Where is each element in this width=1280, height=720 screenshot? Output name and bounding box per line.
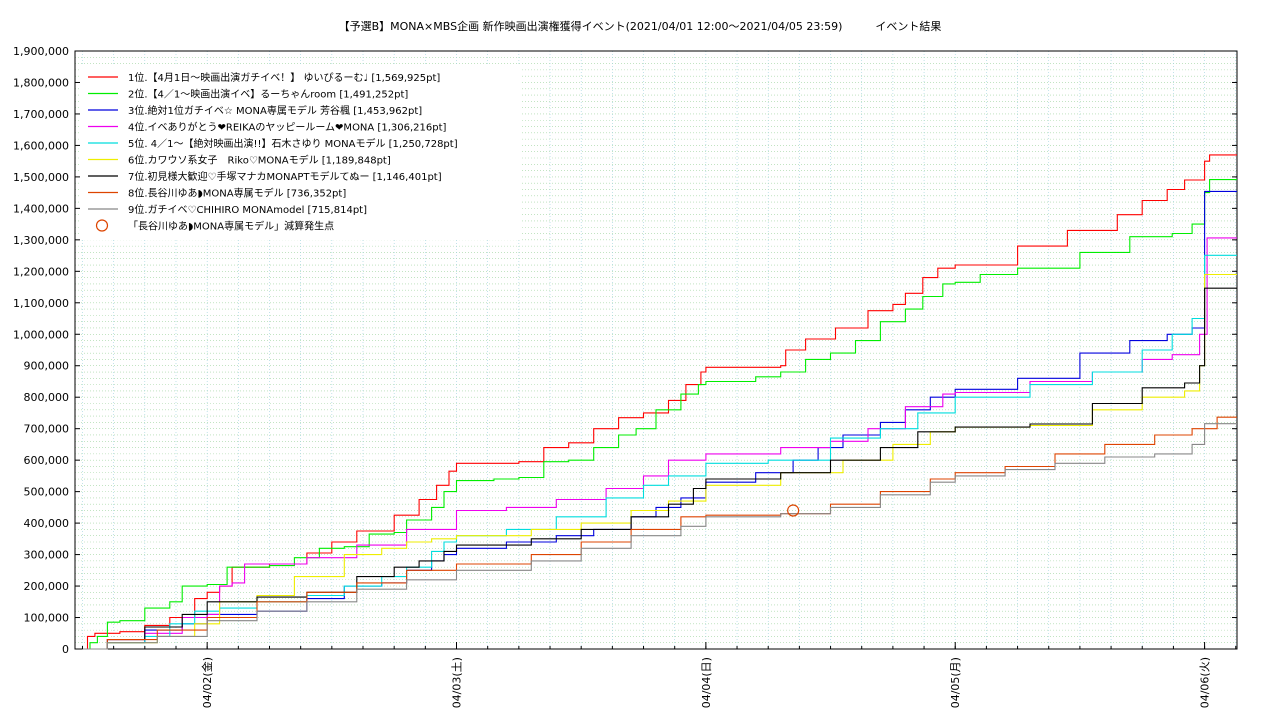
series-line — [82, 190, 1237, 650]
y-tick-label: 1,900,000 — [13, 45, 69, 58]
x-tick-label: 04/04(日) — [700, 657, 713, 708]
legend-entry: 3位.絶対1位ガチイベ☆ MONA専属モデル 芳谷楓 [1,453,962pt] — [128, 104, 422, 117]
y-tick-label: 900,000 — [24, 360, 70, 373]
y-tick-label: 1,400,000 — [13, 202, 69, 215]
x-tick-label: 04/03(土) — [451, 657, 464, 708]
y-axis: 0 100,000 200,000 300,000 400,000 500,000 600,… — [13, 45, 1237, 656]
series-layer — [82, 154, 1237, 650]
marker-layer — [787, 504, 800, 517]
y-tick-label: 500,000 — [24, 486, 70, 499]
x-tick-label: 04/05(月) — [949, 657, 962, 708]
y-tick-label: 700,000 — [24, 423, 70, 436]
legend-entry: 8位.長谷川ゆあ◗MONA専属モデル [736,352pt] — [128, 187, 346, 200]
x-axis: 04/02(金) 04/03(土) 04/04(日) 04/05(月) 04/06(火) — [81, 642, 1237, 708]
legend-entry: 6位.カワウソ系女子 Riko♡MONAモデル [1,189,848pt] — [128, 154, 391, 167]
y-tick-label: 300,000 — [24, 549, 70, 562]
y-tick-label: 800,000 — [24, 391, 70, 404]
y-tick-label: 600,000 — [24, 454, 70, 467]
legend-entry: 2位.【4／1〜映画出演イベ】るーちゃんroom [1,491,252pt] — [128, 88, 408, 101]
series-line — [82, 237, 1237, 650]
deduction-point-marker — [787, 504, 800, 517]
y-tick-label: 0 — [62, 643, 69, 656]
series-line — [82, 423, 1237, 650]
plot-frame — [74, 50, 1238, 650]
y-tick-label: 1,600,000 — [13, 139, 69, 152]
y-tick-label: 1,800,000 — [13, 76, 69, 89]
y-tick-label: 1,100,000 — [13, 297, 69, 310]
legend-entry: 「長谷川ゆあ◗MONA専属モデル」減算発生点 — [128, 220, 334, 233]
y-tick-label: 1,000,000 — [13, 328, 69, 341]
legend-marker — [95, 219, 109, 232]
y-tick-label: 100,000 — [24, 612, 70, 625]
y-tick-label: 1,200,000 — [13, 265, 69, 278]
legend: 1位.【4月1日〜映画出演ガチイベ！】 ゆいぴるーむ♩ [1,569,925pt… — [80, 64, 520, 240]
series-line — [82, 179, 1237, 650]
legend-entry: 7位.初見様大歓迎♡手塚マナカMONAPTモデルてぬー [1,146,401pt… — [128, 170, 442, 183]
legend-box — [80, 64, 520, 240]
legend-entry: 1位.【4月1日〜映画出演ガチイベ！】 ゆいぴるーむ♩ [1,569,925pt… — [128, 71, 440, 84]
y-tick-label: 1,700,000 — [13, 108, 69, 121]
y-tick-label: 200,000 — [24, 580, 70, 593]
y-tick-label: 1,500,000 — [13, 171, 69, 184]
x-tick-label: 04/06(火) — [1199, 657, 1212, 708]
y-tick-label: 400,000 — [24, 517, 70, 530]
y-tick-label: 1,300,000 — [13, 234, 69, 247]
x-tick-label: 04/02(金) — [200, 657, 214, 708]
legend-entry: 9位.ガチイベ♡CHIHIRO MONAmodel [715,814pt] — [128, 203, 367, 216]
series-line — [82, 254, 1237, 650]
legend-entry: 5位. 4／1〜【絶対映画出演!!】石木さゆり MONAモデル [1,250,7… — [128, 137, 458, 150]
chart-title: 【予選B】MONA×MBS企画 新作映画出演権獲得イベント(2021/04/01… — [338, 20, 942, 33]
series-line — [82, 416, 1237, 650]
series-line — [82, 287, 1237, 650]
series-line — [82, 273, 1237, 650]
legend-entry: 4位.イベありがとう❤REIKAのヤッピールーム❤MONA [1,306,216… — [128, 121, 446, 134]
